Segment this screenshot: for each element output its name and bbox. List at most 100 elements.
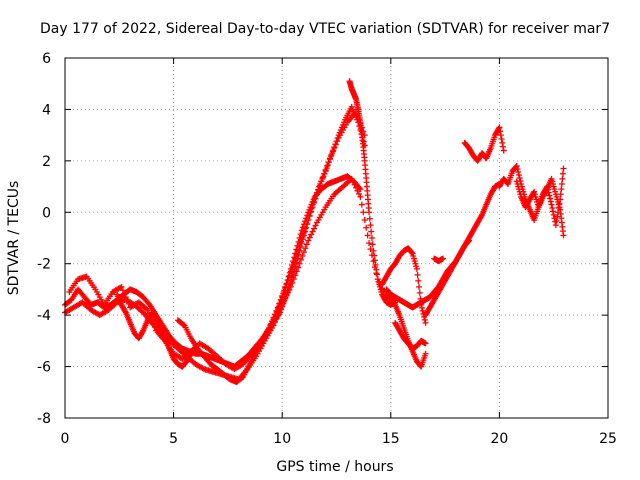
- x-tick-label: 0: [61, 431, 70, 447]
- data-point: [295, 264, 302, 271]
- data-point: [408, 249, 415, 256]
- tick-layer: 0 5 10 15 20 25 -8 -6 -4 -2 0 2 4 6: [37, 51, 617, 447]
- data-point: [373, 266, 380, 273]
- data-point: [328, 151, 335, 158]
- series-satellite-track-13: [461, 124, 507, 164]
- series-satellite-track-1: [62, 103, 368, 370]
- data-point: [302, 245, 309, 252]
- data-point: [289, 280, 296, 286]
- data-point: [285, 273, 292, 280]
- data-point: [547, 198, 554, 205]
- data-point: [366, 209, 373, 216]
- data-point: [303, 215, 310, 222]
- data-point: [497, 128, 504, 135]
- data-point: [360, 209, 367, 216]
- data-point: [366, 215, 373, 222]
- data-point: [272, 312, 279, 319]
- data-point: [119, 287, 126, 294]
- data-point: [292, 250, 299, 257]
- data-point: [496, 124, 503, 131]
- data-point: [557, 191, 564, 198]
- data-point: [560, 165, 567, 172]
- y-axis-label: SDTVAR / TECUs: [6, 181, 22, 296]
- data-point: [292, 263, 299, 270]
- data-point: [546, 192, 553, 199]
- data-point: [553, 217, 560, 224]
- data-layer: [62, 78, 567, 385]
- data-point: [416, 283, 423, 290]
- data-point: [332, 141, 339, 148]
- series-satellite-track-5: [174, 173, 364, 385]
- data-point: [273, 309, 280, 316]
- data-point: [418, 304, 425, 311]
- series-satellite-track-15: [513, 165, 567, 229]
- data-point: [549, 205, 556, 211]
- data-point: [439, 255, 446, 262]
- data-point: [286, 269, 293, 276]
- data-point: [305, 237, 312, 244]
- data-point: [415, 277, 422, 284]
- data-point: [326, 155, 333, 162]
- data-point: [559, 175, 566, 182]
- data-point: [277, 300, 284, 307]
- data-point: [416, 289, 423, 296]
- data-point: [500, 147, 507, 154]
- data-point: [279, 294, 286, 301]
- y-tick-label: -4: [37, 308, 51, 324]
- data-point: [294, 242, 301, 249]
- data-point: [274, 306, 281, 313]
- data-point: [478, 213, 485, 220]
- data-point: [367, 222, 374, 229]
- data-point: [498, 136, 505, 142]
- grid-layer: [65, 58, 608, 418]
- data-point: [296, 260, 303, 267]
- data-point: [324, 163, 331, 169]
- data-point: [287, 265, 294, 272]
- data-point: [298, 256, 305, 263]
- data-point: [312, 222, 319, 229]
- data-point: [371, 257, 378, 264]
- data-point: [291, 254, 298, 261]
- plot-frame: [64, 57, 609, 419]
- data-point: [124, 297, 131, 304]
- data-point: [309, 228, 316, 235]
- data-point: [497, 132, 504, 139]
- data-point: [334, 138, 341, 145]
- data-point: [516, 175, 523, 181]
- data-point: [282, 283, 289, 290]
- data-point: [151, 324, 158, 331]
- data-point: [552, 222, 559, 229]
- data-point: [419, 307, 426, 314]
- y-tick-label: 2: [42, 154, 51, 170]
- data-point: [515, 169, 522, 175]
- data-point: [357, 186, 364, 193]
- data-point: [180, 321, 187, 328]
- data-point: [299, 224, 306, 231]
- data-point: [299, 253, 306, 259]
- data-point: [275, 303, 282, 310]
- data-point: [368, 228, 375, 235]
- data-point: [306, 234, 313, 241]
- data-point: [145, 300, 152, 307]
- data-point: [368, 235, 375, 241]
- y-tick-label: -6: [37, 360, 51, 376]
- data-point: [366, 240, 373, 247]
- series-satellite-track-11: [422, 181, 503, 319]
- data-point: [329, 148, 336, 155]
- data-point: [290, 276, 297, 283]
- data-point: [121, 290, 128, 297]
- data-point: [156, 323, 163, 330]
- x-tick-label: 5: [169, 431, 178, 447]
- data-point: [549, 208, 556, 215]
- data-point: [287, 283, 294, 290]
- series-satellite-track-10: [383, 237, 472, 311]
- data-point: [544, 186, 551, 193]
- data-point: [298, 227, 305, 234]
- data-point: [556, 200, 563, 207]
- data-point: [150, 320, 157, 327]
- data-point: [358, 201, 365, 208]
- data-point: [293, 246, 300, 253]
- data-point: [513, 163, 520, 169]
- data-point: [356, 184, 363, 191]
